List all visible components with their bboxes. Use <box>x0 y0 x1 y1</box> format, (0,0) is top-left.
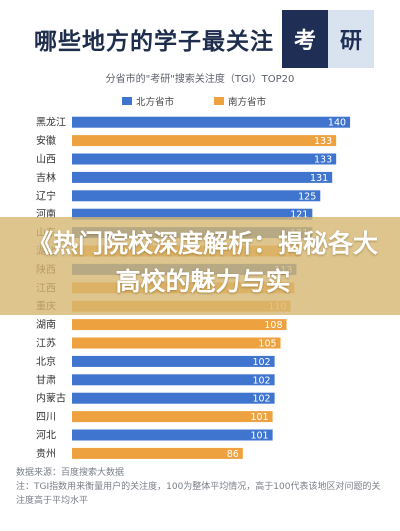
bar-south <box>72 135 337 147</box>
legend-swatch-south <box>214 97 224 105</box>
chart-title: 分省市的"考研"搜索关注度（TGI）TOP20 <box>105 74 295 85</box>
headline-banner <box>0 217 400 315</box>
province-label: 贵州 <box>36 447 56 460</box>
bar-value-label: 101 <box>250 431 268 442</box>
bar-value-label: 102 <box>252 394 270 405</box>
bar-value-label: 102 <box>252 375 270 386</box>
headline-banner-text: 《热门院校深度解析：揭秘各大高校的魅力与实 <box>27 229 378 296</box>
legend-swatch-north <box>122 97 132 105</box>
legend-item-north: 北方省市 <box>122 94 174 108</box>
province-label: 甘肃 <box>36 373 56 386</box>
chart-footer: 数据来源：百度搜索大数据 注：TGI指数用来衡量用户的关注度，100为整体平均情… <box>16 466 388 508</box>
province-label: 内蒙古 <box>36 392 66 405</box>
bar-value-label: 101 <box>250 412 268 423</box>
province-label: 四川 <box>36 412 56 423</box>
bar-north <box>72 355 275 367</box>
bar-south <box>72 337 281 349</box>
bar-north <box>72 374 275 386</box>
legend-label-north: 北方省市 <box>136 97 175 108</box>
chart-legend: 北方省市 南方省市 <box>0 94 400 108</box>
legend-label-south: 南方省市 <box>228 97 267 108</box>
province-label: 黑龙江 <box>36 116 66 129</box>
province-label: 北京 <box>36 355 56 368</box>
bar-value-label: 121 <box>290 210 308 221</box>
bar-value-label: 133 <box>314 155 332 166</box>
bar-north <box>72 429 273 441</box>
title-tag-yan: 研 <box>328 10 374 68</box>
title-tag-kao: 考 <box>282 10 328 68</box>
province-label: 湖南 <box>36 318 56 331</box>
bar-value-label: 102 <box>252 357 270 368</box>
bar-value-label: 133 <box>314 136 332 147</box>
bar-north <box>72 190 321 202</box>
bar-south <box>72 319 287 331</box>
bar-south <box>72 411 273 423</box>
bar-value-label: 131 <box>310 173 328 184</box>
legend-item-south: 南方省市 <box>214 94 266 108</box>
bar-north <box>72 116 351 128</box>
bar-value-label: 108 <box>264 320 282 331</box>
bar-value-label: 140 <box>328 118 346 129</box>
bar-value-label: 86 <box>227 449 239 460</box>
bar-south <box>72 447 243 459</box>
page-title: 哪些地方的学子最关注 <box>34 29 274 55</box>
bar-value-label: 125 <box>298 191 316 202</box>
province-label: 安徽 <box>36 134 56 147</box>
bar-north <box>72 171 333 183</box>
bar-north <box>72 208 313 220</box>
province-label: 辽宁 <box>36 189 56 202</box>
province-label: 江苏 <box>36 337 56 350</box>
bar-value-label: 105 <box>258 339 276 350</box>
province-label: 山西 <box>36 154 56 166</box>
bar-north <box>72 392 275 404</box>
data-source: 数据来源：百度搜索大数据 <box>16 468 125 478</box>
footnote: 注：TGI指数用来衡量用户的关注度，100为整体平均情况，高于100代表该地区对… <box>16 482 381 506</box>
bar-north <box>72 153 337 165</box>
province-label: 吉林 <box>36 171 56 184</box>
province-label: 河北 <box>36 430 56 442</box>
